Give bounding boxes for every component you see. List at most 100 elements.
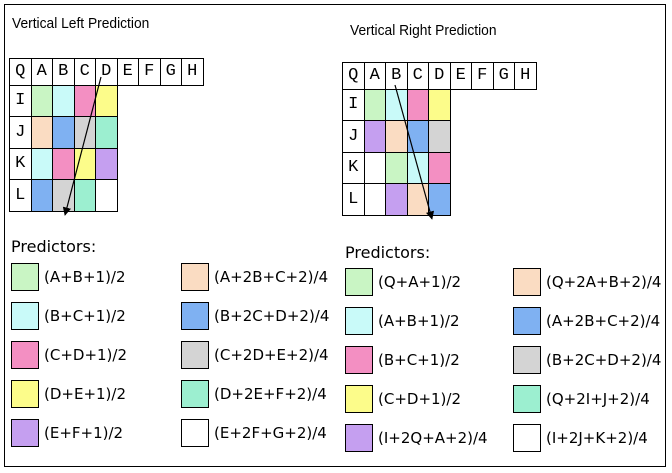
predictor-formula: (B+C+1)/2 — [378, 351, 460, 369]
predictor-formula: (C+D+1)/2 — [44, 346, 128, 364]
pixel-cell-right-r0-c2 — [406, 88, 429, 121]
predictor-formula: (C+2D+E+2)/4 — [214, 346, 329, 364]
grid-spacer — [515, 90, 537, 122]
diagram-frame — [4, 4, 666, 467]
predictor-left-10: (E+2F+G+2)/4 — [181, 419, 327, 447]
top-label-a-right: A — [363, 62, 386, 90]
predictor-formula: (Q+A+1)/2 — [378, 273, 462, 291]
pixel-cell-right-r3-c1 — [385, 183, 408, 216]
predictor-formula: (Q+2I+J+2)/4 — [546, 390, 650, 408]
grid-spacer — [494, 121, 516, 153]
color-swatch — [513, 346, 541, 374]
predictor-formula: (A+2B+C+2)/4 — [546, 312, 661, 330]
color-swatch — [181, 263, 209, 291]
grid-spacer — [182, 86, 204, 118]
top-label-q-left: Q — [9, 58, 32, 86]
predictor-formula: (D+2E+F+2)/4 — [214, 385, 327, 403]
top-label-c-right: C — [406, 62, 429, 90]
grid-spacer — [451, 153, 473, 185]
pixel-cell-right-r1-c0 — [363, 120, 386, 153]
pixel-cell-left-r2-c0 — [30, 147, 53, 180]
pixel-cell-right-r0-c1 — [385, 88, 408, 121]
pixel-cell-right-r2-c3 — [428, 151, 451, 184]
predictor-left-5: (E+F+1)/2 — [11, 419, 123, 447]
predictor-left-7: (B+2C+D+2)/4 — [181, 302, 329, 330]
grid-spacer — [118, 117, 140, 149]
left-label-i-left: I — [9, 84, 32, 117]
predictor-left-8: (C+2D+E+2)/4 — [181, 341, 329, 369]
pixel-cell-right-r2-c1 — [385, 151, 408, 184]
predictor-right-1: (Q+A+1)/2 — [345, 268, 461, 296]
pixel-cell-right-r2-c2 — [406, 151, 429, 184]
predictor-formula: (E+F+1)/2 — [44, 424, 124, 442]
grid-spacer — [182, 117, 204, 149]
pixel-cell-left-r1-c1 — [52, 116, 75, 149]
predictor-formula: (C+D+1)/2 — [378, 390, 462, 408]
pixel-cell-right-r3-c3 — [428, 183, 451, 216]
pixel-cell-left-r2-c3 — [95, 147, 118, 180]
grid-spacer — [515, 184, 537, 216]
color-swatch — [181, 341, 209, 369]
predictor-left-2: (B+C+1)/2 — [11, 302, 126, 330]
predictor-formula: (D+E+1)/2 — [44, 385, 127, 403]
predictor-right-7: (A+2B+C+2)/4 — [513, 307, 660, 335]
color-swatch — [11, 263, 39, 291]
grid-spacer — [451, 90, 473, 122]
predictor-left-1: (A+B+1)/2 — [11, 263, 126, 291]
grid-spacer — [494, 90, 516, 122]
top-label-d-left: D — [95, 58, 118, 86]
grid-spacer — [494, 184, 516, 216]
grid-spacer — [494, 153, 516, 185]
predictor-right-3: (B+C+1)/2 — [345, 346, 460, 374]
grid-spacer — [472, 90, 494, 122]
predictor-right-6: (Q+2A+B+2)/4 — [513, 268, 661, 296]
pixel-cell-left-r1-c2 — [73, 116, 96, 149]
pixel-cell-left-r3-c2 — [73, 179, 96, 212]
predictor-formula: (Q+2A+B+2)/4 — [546, 273, 662, 291]
predictors-label-left: Predictors: — [11, 237, 97, 256]
color-swatch — [345, 307, 373, 335]
predictor-right-5: (I+2Q+A+2)/4 — [345, 424, 488, 452]
grid-spacer — [451, 121, 473, 153]
top-label-h-left: H — [181, 58, 204, 86]
grid-spacer — [118, 149, 140, 181]
pixel-cell-left-r0-c0 — [30, 84, 53, 117]
predictors-label-right: Predictors: — [345, 243, 431, 262]
grid-spacer — [161, 117, 183, 149]
grid-spacer — [118, 180, 140, 212]
color-swatch — [11, 302, 39, 330]
pixel-cell-right-r0-c3 — [428, 88, 451, 121]
left-label-k-right: K — [342, 151, 365, 184]
pixel-cell-left-r2-c1 — [52, 147, 75, 180]
predictor-right-8: (B+2C+D+2)/4 — [513, 346, 661, 374]
left-label-i-right: I — [342, 88, 365, 121]
top-label-f-right: F — [471, 62, 494, 90]
color-swatch — [513, 307, 541, 335]
predictor-formula: (A+B+1)/2 — [378, 312, 460, 330]
grid-spacer — [472, 153, 494, 185]
grid-spacer — [182, 180, 204, 212]
grid-spacer — [472, 184, 494, 216]
top-label-b-right: B — [385, 62, 408, 90]
color-swatch — [181, 302, 209, 330]
predictor-right-10: (I+2J+K+2)/4 — [513, 424, 648, 452]
color-swatch — [345, 346, 373, 374]
color-swatch — [11, 419, 39, 447]
color-swatch — [513, 424, 541, 452]
pixel-cell-right-r1-c3 — [428, 120, 451, 153]
left-label-j-left: J — [9, 116, 32, 149]
grid-spacer — [182, 149, 204, 181]
predictor-formula: (I+2Q+A+2)/4 — [378, 429, 488, 447]
predictor-left-6: (A+2B+C+2)/4 — [181, 263, 328, 291]
pixel-cell-left-r1-c0 — [30, 116, 53, 149]
color-swatch — [181, 419, 209, 447]
predictor-formula: (E+2F+G+2)/4 — [214, 424, 327, 442]
predictor-right-9: (Q+2I+J+2)/4 — [513, 385, 650, 413]
top-label-g-right: G — [492, 62, 515, 90]
pixel-cell-right-r3-c2 — [406, 183, 429, 216]
grid-spacer — [515, 121, 537, 153]
color-swatch — [11, 341, 39, 369]
predictor-left-9: (D+2E+F+2)/4 — [181, 380, 327, 408]
